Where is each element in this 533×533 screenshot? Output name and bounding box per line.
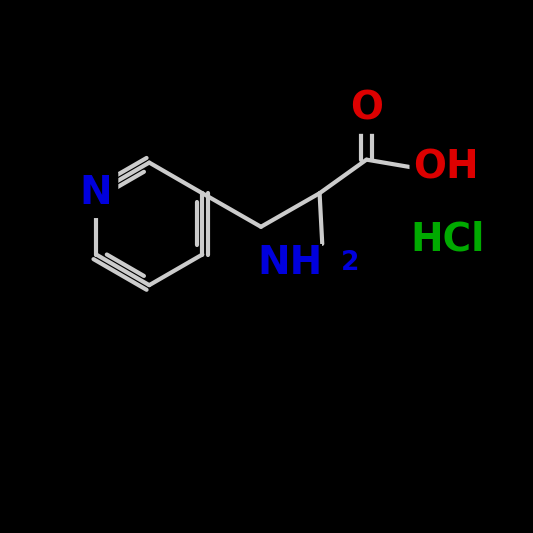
Text: HCl: HCl: [410, 221, 485, 259]
Text: 2: 2: [341, 250, 359, 276]
Text: O: O: [350, 90, 383, 128]
Text: NH: NH: [257, 244, 322, 282]
Text: OH: OH: [414, 149, 479, 187]
Text: N: N: [80, 174, 112, 212]
